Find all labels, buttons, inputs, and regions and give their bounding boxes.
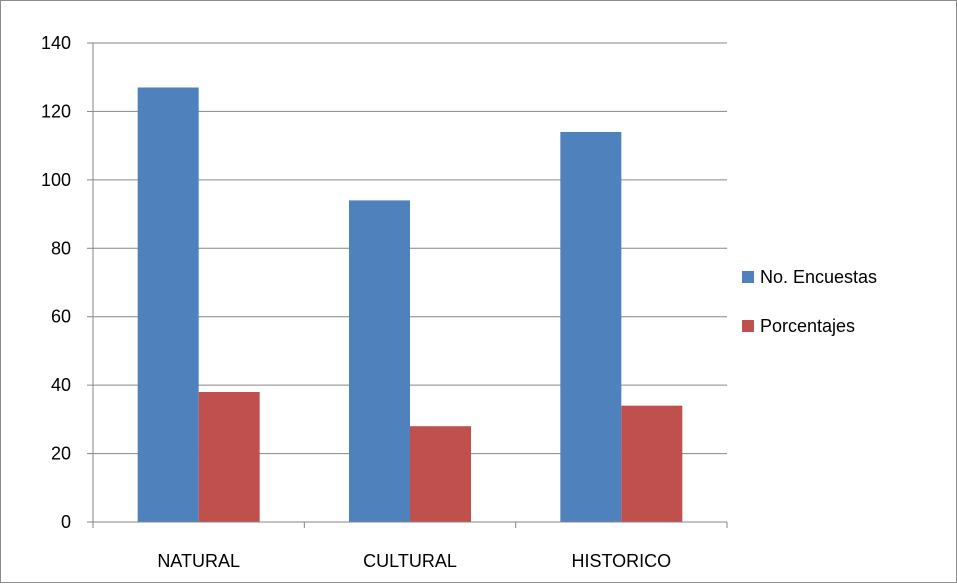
- bar-no-encuestas-natural: [137, 87, 199, 522]
- y-tick-label: 80: [51, 238, 71, 258]
- legend-swatch: [742, 320, 754, 332]
- bar-porcentajes-cultural: [410, 426, 471, 522]
- axes: 0 20 40 60 80 100 120 140 NATURAL CULTURAL HISTORI…: [41, 33, 728, 571]
- y-tick-label: 20: [51, 444, 71, 464]
- bar-no-encuestas-historico: [560, 131, 622, 522]
- bar-porcentajes-historico: [621, 405, 683, 522]
- legend: No. Encuestas Porcentajes: [742, 267, 877, 336]
- y-tick-label: 100: [41, 170, 71, 190]
- legend-label: Porcentajes: [760, 316, 855, 336]
- bar-porcentajes-natural: [198, 391, 260, 522]
- x-tick-label: NATURAL: [157, 551, 240, 571]
- bar-no-encuestas-cultural: [349, 200, 410, 522]
- bars: [137, 87, 683, 522]
- x-tick-label: CULTURAL: [363, 551, 457, 571]
- y-tick-label: 40: [51, 375, 71, 395]
- y-tick-label: 60: [51, 307, 71, 327]
- y-tick-label: 140: [41, 33, 71, 53]
- x-tick-label: HISTORICO: [571, 551, 671, 571]
- y-tick-label: 0: [61, 512, 71, 532]
- legend-label: No. Encuestas: [760, 267, 877, 287]
- y-tick-label: 120: [41, 101, 71, 121]
- legend-swatch: [742, 271, 754, 283]
